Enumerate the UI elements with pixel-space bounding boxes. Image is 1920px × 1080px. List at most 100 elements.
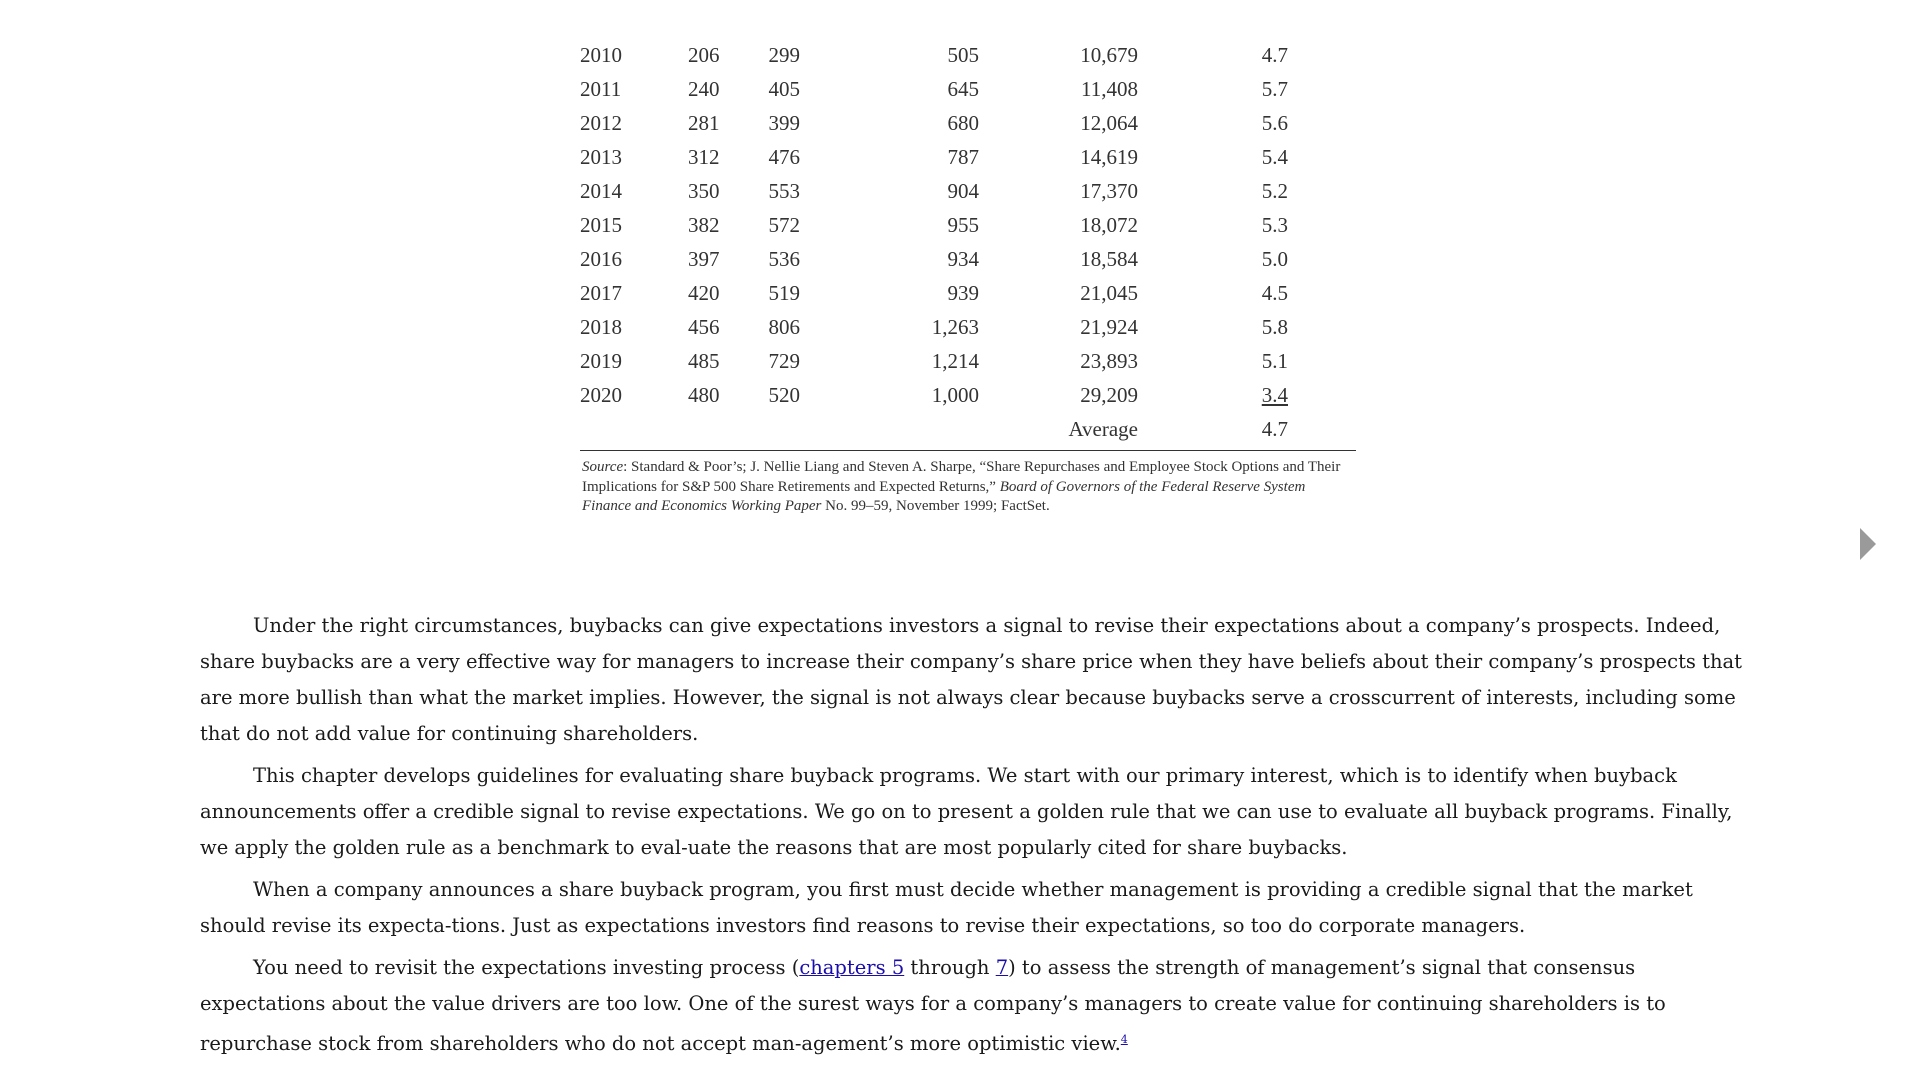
table-cell: 18,584 [1080, 246, 1138, 271]
table-cell: 806 [768, 314, 801, 339]
table-cell: 480 [688, 382, 720, 407]
source-text-italic: Board of Governors of the Federal Reserv… [582, 478, 1306, 515]
footnote-4-link[interactable]: 4 [1120, 1033, 1128, 1046]
table-cell: 206 [688, 42, 720, 67]
table-cell: 456 [688, 314, 720, 339]
table-cell: 281 [688, 110, 720, 135]
paragraph-2: This chapter develops guidelines for eva… [200, 764, 1733, 859]
table-cell: 10,679 [1080, 42, 1138, 67]
table-cell: 729 [768, 348, 801, 373]
table-cell: 14,619 [1080, 144, 1138, 169]
table-cell: 29,209 [1080, 382, 1138, 407]
source-label: Source [582, 459, 624, 475]
table-cell: 2012 [580, 110, 622, 135]
table-cell: 5.8 [1261, 314, 1288, 339]
table-cell: 680 [947, 110, 980, 135]
table-cell: 4.5 [1261, 280, 1288, 305]
table-cell: 2020 [580, 382, 622, 407]
table-cell: 2016 [580, 246, 622, 271]
table-cell: 2019 [580, 348, 622, 373]
table-row: 2019 485 729 1,214 23,893 5.1 [580, 344, 1288, 378]
triangle-right-icon[interactable] [1860, 528, 1876, 560]
table-cell: 3.4 [1261, 382, 1288, 407]
table-cell: 787 [947, 144, 980, 169]
table-cell: 420 [688, 280, 720, 305]
table-cell: 11,408 [1081, 76, 1138, 101]
p4-text-middle: through [904, 956, 996, 979]
table-cell: 21,045 [1080, 280, 1138, 305]
table-bottom-rule [580, 450, 1356, 451]
table-cell: 1,000 [931, 382, 979, 407]
table-row: 2010 206 299 505 10,679 4.7 [580, 38, 1288, 72]
table-cell: 536 [768, 246, 801, 271]
empty-cell [688, 412, 740, 446]
table-cell: 934 [947, 246, 980, 271]
table-cell: 12,064 [1080, 110, 1138, 135]
body-text: Under the right circumstances, buybacks … [200, 608, 1750, 1068]
table-row: 2020 480 520 1,000 29,209 3.4 [580, 378, 1288, 412]
empty-cell [740, 412, 800, 446]
table-cell: 5.6 [1261, 110, 1288, 135]
table-cell: 399 [768, 110, 801, 135]
table-cell: 382 [688, 212, 720, 237]
table-row: 2012 281 399 680 12,064 5.6 [580, 106, 1288, 140]
table-cell: 5.1 [1261, 348, 1288, 373]
data-table-figure: 2010 206 299 505 10,679 4.7 2011 240 405 645 11,40… [580, 38, 1360, 514]
average-label: Average [1068, 416, 1138, 441]
table-cell: 5.2 [1261, 178, 1288, 203]
table-row: 2018 456 806 1,263 21,924 5.8 [580, 310, 1288, 344]
table-row: 2017 420 519 939 21,045 4.5 [580, 276, 1288, 310]
table-cell: 5.4 [1261, 144, 1288, 169]
table-cell: 350 [688, 178, 720, 203]
table-cell: 955 [947, 212, 980, 237]
table-source-note: Source: Standard & Poor’s; J. Nellie Lia… [582, 458, 1357, 517]
table-cell: 2015 [580, 212, 622, 237]
table-cell: 2013 [580, 144, 622, 169]
p4-text-before: You need to revisit the expectations inv… [253, 956, 800, 979]
chapters-5-link[interactable]: chapters 5 [799, 956, 905, 979]
chapter-7-link[interactable]: 7 [995, 956, 1009, 979]
empty-cell [800, 412, 979, 446]
table-cell: 405 [768, 76, 801, 101]
table-cell: 2010 [580, 42, 622, 67]
table-cell: 520 [768, 382, 801, 407]
table-row: 2015 382 572 955 18,072 5.3 [580, 208, 1288, 242]
p4-text-after: ) to assess the strength of management’s… [200, 956, 1666, 1055]
table-cell: 21,924 [1080, 314, 1138, 339]
average-row: Average 4.7 [580, 412, 1288, 446]
table-cell: 2011 [580, 76, 622, 101]
table-cell: 397 [688, 246, 720, 271]
table-cell: 1,214 [931, 348, 979, 373]
table-cell: 476 [768, 144, 801, 169]
table-cell: 553 [768, 178, 801, 203]
table-cell: 519 [768, 280, 801, 305]
table-cell: 505 [947, 42, 980, 67]
table-cell: 485 [688, 348, 720, 373]
paragraph-4: You need to revisit the expectations inv… [200, 950, 1750, 1062]
table-cell: 2018 [580, 314, 622, 339]
table-cell: 645 [947, 76, 980, 101]
table-cell: 240 [688, 76, 720, 101]
table-cell: 5.7 [1261, 76, 1288, 101]
table-cell: 939 [947, 280, 980, 305]
table-cell: 18,072 [1080, 212, 1138, 237]
paragraph-1: Under the right circumstances, buybacks … [200, 614, 1742, 745]
table-cell: 2014 [580, 178, 622, 203]
table-cell: 23,893 [1080, 348, 1138, 373]
table-cell: 312 [688, 144, 720, 169]
table-cell: 1,263 [931, 314, 979, 339]
table-cell: 4.7 [1261, 42, 1288, 67]
table-cell: 17,370 [1080, 178, 1138, 203]
table-cell: 5.0 [1261, 246, 1288, 271]
table-cell: 5.3 [1261, 212, 1288, 237]
table-cell: 299 [768, 42, 801, 67]
table-cell: 572 [768, 212, 801, 237]
empty-cell [580, 412, 688, 446]
source-text-c: No. 99–59, November 1999; FactSet. [821, 498, 1050, 514]
table-cell: 2017 [580, 280, 622, 305]
table-row: 2016 397 536 934 18,584 5.0 [580, 242, 1288, 276]
table-row: 2011 240 405 645 11,408 5.7 [580, 72, 1288, 106]
table-cell: 904 [947, 178, 980, 203]
table-row: 2014 350 553 904 17,370 5.2 [580, 174, 1288, 208]
buyback-data-table: 2010 206 299 505 10,679 4.7 2011 240 405 645 11,40… [580, 38, 1288, 446]
